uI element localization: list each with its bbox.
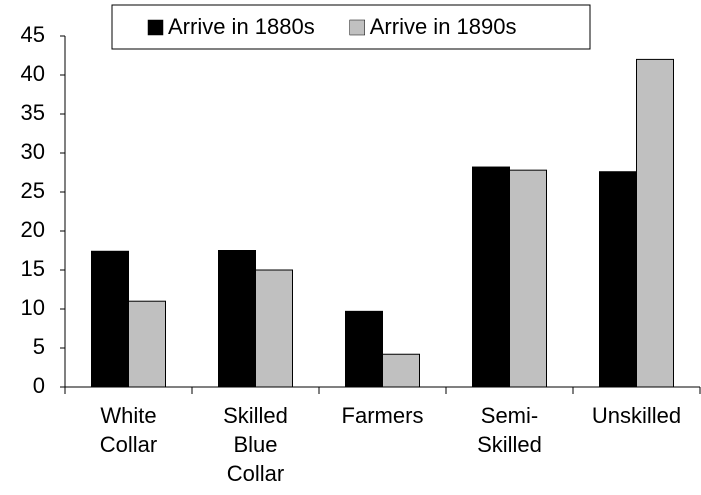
x-tick-label: Unskilled (591, 403, 682, 428)
y-tick-label: 30 (21, 139, 45, 164)
y-tick-label: 40 (21, 61, 45, 86)
y-tick-label: 25 (21, 178, 45, 203)
y-tick-label: 10 (21, 295, 45, 320)
y-tick-label: 15 (21, 256, 45, 281)
bar (91, 250, 129, 388)
x-tick-label: Skilled Blue Collar (223, 403, 288, 486)
y-tick-label: 0 (33, 373, 45, 398)
y-tick-label: 45 (21, 22, 45, 47)
x-tick-label: White Collar (99, 403, 158, 457)
legend-swatch (147, 19, 164, 36)
y-tick-label: 20 (21, 217, 45, 242)
bar (218, 250, 256, 388)
bar (599, 171, 637, 388)
x-tick-label: Farmers (341, 403, 424, 428)
bar (382, 353, 420, 388)
bar (128, 300, 166, 388)
legend-swatch (349, 19, 365, 36)
bar (255, 269, 293, 388)
y-tick-label: 5 (33, 334, 45, 359)
legend-label: Arrive in 1890s (370, 14, 517, 39)
legend-label: Arrive in 1880s (168, 14, 315, 39)
x-tick-label: Semi-Skilled (477, 403, 542, 457)
bar (472, 166, 510, 388)
y-tick-label: 35 (21, 100, 45, 125)
bar (509, 169, 547, 388)
bar (345, 310, 383, 388)
bar (636, 58, 674, 388)
